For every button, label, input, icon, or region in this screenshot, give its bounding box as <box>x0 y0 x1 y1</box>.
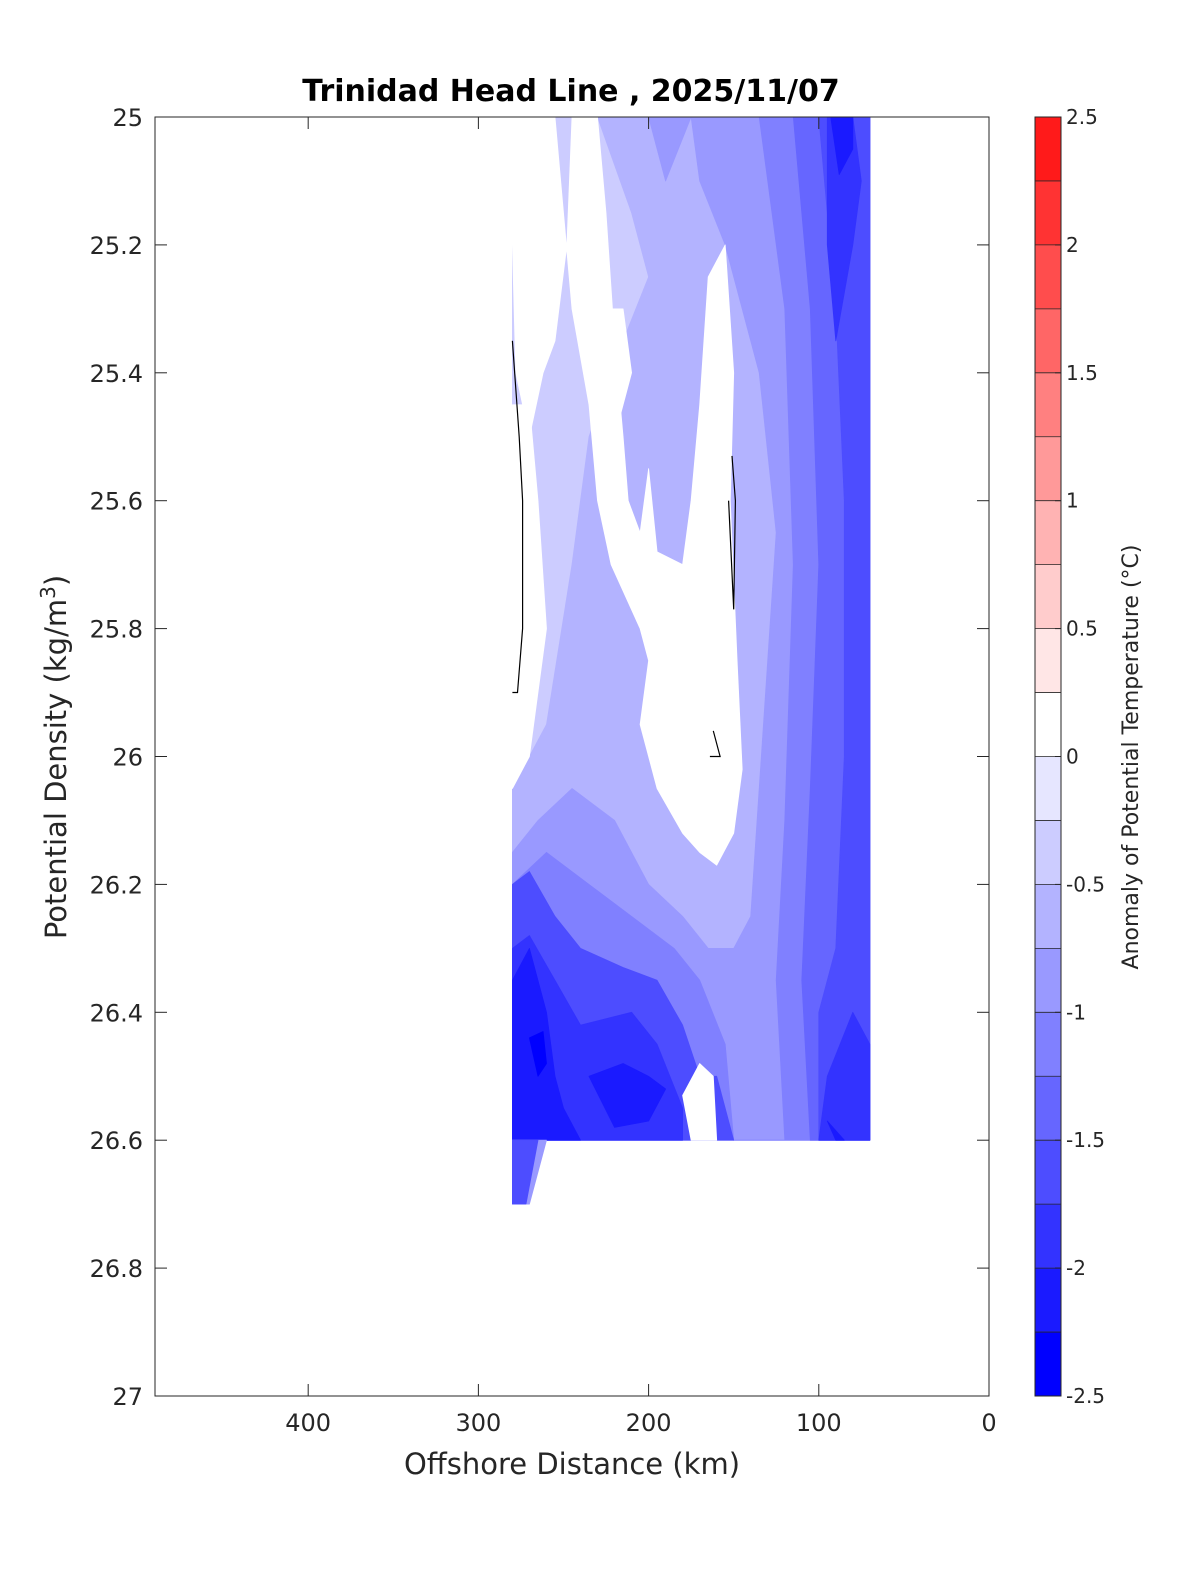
contour-line <box>709 730 721 758</box>
colorbar-label: Anomaly of Potential Temperature (°C) <box>1119 545 1144 970</box>
colorbar-swatch <box>1035 692 1061 757</box>
contour-region <box>529 1031 547 1077</box>
colorbar-swatch <box>1035 1012 1061 1077</box>
colorbar-swatch <box>1035 1076 1061 1141</box>
colorbar-swatch <box>1035 1140 1061 1205</box>
x-tick-label: 400 <box>285 1409 331 1437</box>
y-tick-label: 26.6 <box>90 1127 143 1155</box>
y-tick-label: 26 <box>112 744 143 772</box>
contour-region <box>818 1011 871 1141</box>
colorbar-swatch <box>1035 436 1061 501</box>
y-tick-label: 27 <box>112 1383 143 1411</box>
contour-region <box>597 308 632 438</box>
contour-region <box>512 1139 539 1205</box>
contour-region <box>826 1120 845 1141</box>
colorbar-tick-label: 1.5 <box>1066 361 1098 385</box>
y-tick-label: 26.8 <box>90 1255 143 1283</box>
colorbar-swatch <box>1035 1204 1061 1269</box>
colorbar-swatch <box>1035 372 1061 437</box>
contour-region <box>588 1063 666 1128</box>
chart-title: Trinidad Head Line , 2025/11/07 <box>302 74 839 109</box>
plot-area: 400 300 200 100 0 25 25.2 25.4 25.6 25.8 26 26.2 26… <box>90 104 997 1437</box>
colorbar-swatch <box>1035 308 1061 373</box>
colorbar-tick-label: -0.5 <box>1066 872 1105 896</box>
colorbar-swatch <box>1035 628 1061 693</box>
colorbar-swatch <box>1035 500 1061 565</box>
colorbar-tick-label: 2 <box>1066 233 1079 257</box>
y-tick-label: 25.6 <box>90 488 143 516</box>
colorbar-swatch <box>1035 564 1061 629</box>
x-tick-label: 0 <box>981 1409 996 1437</box>
y-tick-label: 26.2 <box>90 871 143 899</box>
colorbar-tick-label: -1 <box>1066 1000 1086 1024</box>
x-tick-label: 200 <box>626 1409 672 1437</box>
x-tick-label: 300 <box>455 1409 501 1437</box>
y-tick-label: 25.4 <box>90 360 143 388</box>
colorbar-tick-label: -1.5 <box>1066 1128 1105 1152</box>
x-axis-label: Offshore Distance (km) <box>404 1447 740 1481</box>
colorbar-tick-label: 0 <box>1066 745 1079 769</box>
zero-contour-line-layer <box>511 340 737 758</box>
colorbar: 2.5 2 1.5 1 0.5 0 -0.5 -1 -1.5 -2 -2.5 Anomaly of … <box>1034 105 1144 1408</box>
colorbar-swatch <box>1035 244 1061 309</box>
y-tick-label: 25 <box>112 104 143 132</box>
colorbar-tick-label: 0.5 <box>1066 617 1098 641</box>
y-tick-label: 25.2 <box>90 232 143 260</box>
colorbar-ticks: 2.5 2 1.5 1 0.5 0 -0.5 -1 -1.5 -2 -2.5 <box>1055 105 1105 1408</box>
y-tick-label: 25.8 <box>90 616 143 644</box>
colorbar-tick-label: 1 <box>1066 489 1079 513</box>
colorbar-swatches <box>1035 117 1061 1396</box>
contour-line <box>511 340 524 694</box>
contour-region <box>682 1063 718 1141</box>
contour-region <box>830 117 854 176</box>
x-axis: 400 300 200 100 0 <box>285 117 997 1437</box>
colorbar-swatch <box>1035 117 1061 181</box>
contour-line <box>728 455 737 610</box>
colorbar-swatch <box>1035 180 1061 245</box>
y-axis-label: Potential Density (kg/m3) <box>36 575 73 939</box>
y-tick-label: 26.4 <box>90 999 143 1027</box>
colorbar-tick-label: -2 <box>1066 1256 1086 1280</box>
x-tick-label: 100 <box>796 1409 842 1437</box>
contour-region <box>512 117 743 866</box>
colorbar-swatch <box>1035 1268 1061 1333</box>
y-axis-label-close: ) <box>39 575 73 586</box>
colorbar-swatch <box>1035 756 1061 821</box>
colorbar-swatch <box>1035 948 1061 1013</box>
y-axis-label-main: Potential Density (kg/m <box>39 599 73 939</box>
colorbar-swatch <box>1035 820 1061 885</box>
contour-fill-layer <box>512 117 871 1205</box>
y-axis-label-superscript: 3 <box>36 586 60 599</box>
y-axis: 25 25.2 25.4 25.6 25.8 26 26.2 26.4 26.6 26.8 27 <box>90 104 989 1411</box>
colorbar-tick-label: -2.5 <box>1066 1384 1105 1408</box>
colorbar-swatch <box>1035 884 1061 949</box>
colorbar-tick-label: 2.5 <box>1066 105 1098 129</box>
colorbar-swatch <box>1035 1332 1061 1396</box>
contour-region <box>512 404 547 789</box>
contour-region <box>826 117 862 342</box>
